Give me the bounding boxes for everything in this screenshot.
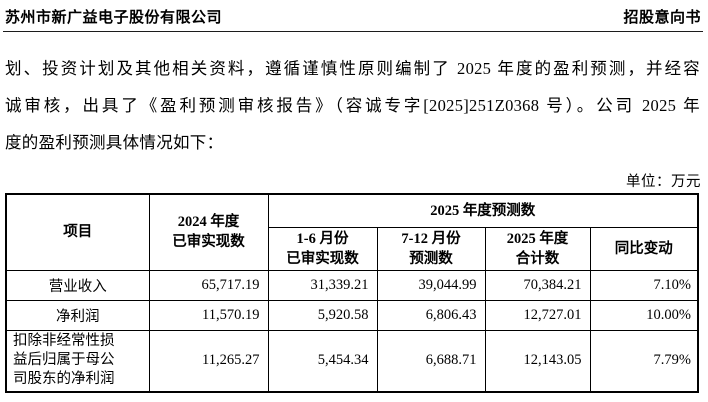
table-header-row-sub: 1-6 月份 已审实现数 7-12 月份 预测数 2025 年度 合计数 同比变…	[6, 226, 699, 271]
page-header: 苏州市新广益电子股份有限公司 招股意向书	[3, 7, 703, 32]
value-total-2025: 70,384.21	[484, 269, 591, 301]
paragraph-line-3: 度的盈利预测具体情况如下：	[5, 133, 224, 152]
table-header-row-group: 项目 2024 年度 已审实现数 2025 年度预测数	[5, 193, 699, 271]
row-label: 扣除非经常性损 益后归属于母公 司股东的净利润	[5, 329, 150, 393]
value-yoy-change: 7.79%	[589, 329, 699, 393]
header-actual-2024: 2024 年度 已审实现数	[148, 193, 269, 271]
row-label: 营业收入	[5, 269, 150, 301]
value-actual-2024: 65,717.19	[148, 269, 269, 301]
value-h2-forecast: 6,806.43	[376, 299, 486, 331]
value-h2-forecast: 39,044.99	[376, 269, 486, 301]
row-label: 净利润	[5, 299, 150, 331]
value-h1-actual: 31,339.21	[267, 269, 378, 301]
table-row-net-profit: 净利润 11,570.19 5,920.58 6,806.43 12,727.0…	[5, 299, 699, 331]
paragraph-line-1: 划、投资计划及其他相关资料，遵循谨慎性原则编制了 2025 年度的盈利预测，并经…	[5, 59, 700, 78]
document-type-label: 招股意向书	[623, 10, 701, 26]
value-total-2025: 12,727.01	[484, 299, 591, 331]
value-yoy-change: 7.10%	[589, 269, 699, 301]
value-h1-actual: 5,454.34	[267, 329, 378, 393]
header-forecast-2025-group: 2025 年度预测数	[267, 193, 699, 228]
table-row-deducted-net-profit: 扣除非经常性损 益后归属于母公 司股东的净利润 11,265.27 5,454.…	[5, 329, 699, 393]
header-yoy-change: 同比变动	[589, 226, 699, 271]
value-h1-actual: 5,920.58	[267, 299, 378, 331]
value-total-2025: 12,143.05	[484, 329, 591, 393]
value-yoy-change: 10.00%	[589, 299, 699, 331]
header-h2-forecast: 7-12 月份 预测数	[376, 226, 486, 271]
header-h1-actual: 1-6 月份 已审实现数	[267, 226, 378, 271]
table-row-revenue: 营业收入 65,717.19 31,339.21 39,044.99 70,38…	[5, 269, 699, 301]
value-actual-2024: 11,570.19	[148, 299, 269, 331]
paragraph-line-2: 诚审核，出具了《盈利预测审核报告》（容诚专字[2025]251Z0368 号）。…	[5, 96, 700, 115]
company-name: 苏州市新广益电子股份有限公司	[5, 10, 223, 26]
value-h2-forecast: 6,688.71	[376, 329, 486, 393]
header-total-2025: 2025 年度 合计数	[484, 226, 591, 271]
body-paragraph: 划、投资计划及其他相关资料，遵循谨慎性原则编制了 2025 年度的盈利预测，并经…	[5, 50, 700, 161]
value-actual-2024: 11,265.27	[148, 329, 269, 393]
unit-label: 单位：万元	[626, 174, 701, 190]
header-item: 项目	[5, 193, 150, 271]
profit-forecast-table: 项目 2024 年度 已审实现数 2025 年度预测数 1-6 月份 已审实现数…	[5, 193, 699, 393]
